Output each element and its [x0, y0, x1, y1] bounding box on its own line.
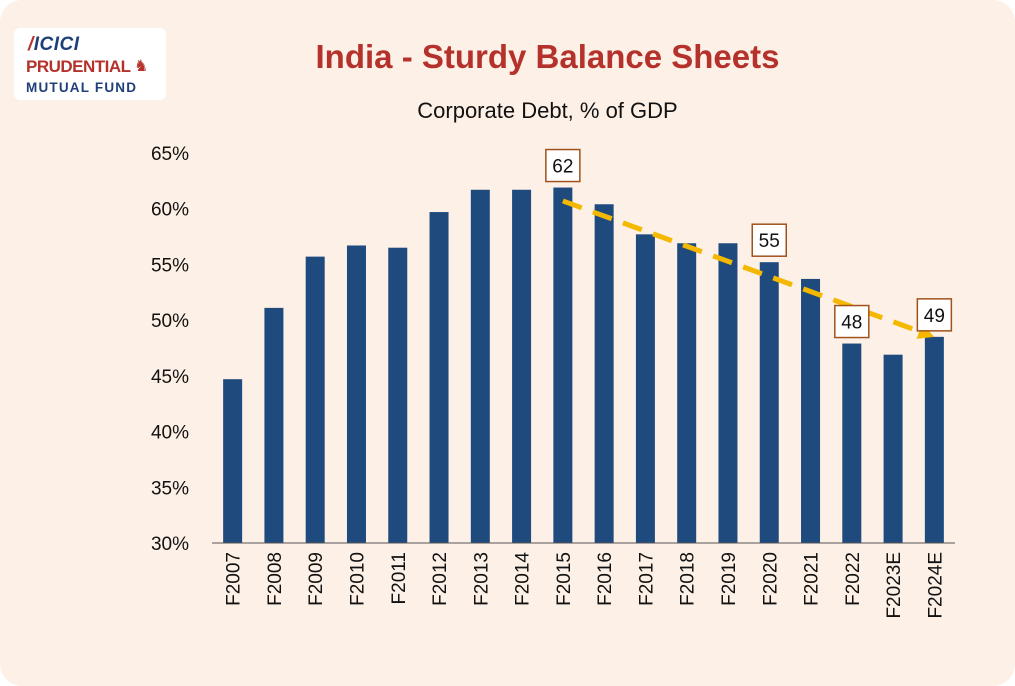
x-tick-label: F2016: [595, 552, 616, 606]
bar-f2009: [305, 256, 325, 543]
y-tick-label: 35%: [151, 478, 189, 499]
bar-f2022: [842, 343, 862, 543]
x-tick-label: F2015: [554, 552, 575, 606]
logo-line-1: /ICICI: [28, 34, 80, 55]
x-tick-label: F2008: [265, 552, 286, 606]
annotation-55: 55: [751, 223, 787, 257]
chart-subtitle: Corporate Debt, % of GDP: [417, 98, 678, 123]
x-tick-label: F2020: [760, 552, 781, 606]
x-tick-label: F2021: [802, 552, 823, 606]
annotation-49: 49: [916, 298, 953, 332]
x-tick-label: F2013: [471, 552, 492, 606]
y-tick-label: 55%: [151, 255, 189, 276]
annotation-value: 55: [759, 231, 780, 252]
x-tick-label: F2019: [719, 552, 740, 606]
bar-f2017: [635, 234, 655, 544]
annotation-box: [751, 223, 787, 257]
bar-f2013: [470, 189, 490, 543]
annotation-48: 48: [834, 304, 870, 339]
annotation-value: 62: [552, 157, 573, 178]
bar-f2023e: [883, 354, 903, 543]
bar-f2010: [346, 245, 366, 543]
x-tick-label: F2014: [513, 552, 534, 606]
x-axis: F2007 F2008 F2009 F2010 F2011 F2012 F2013 F2014…: [212, 542, 955, 619]
chart-title: India - Sturdy Balance Sheets: [315, 38, 780, 75]
y-tick-label: 50%: [151, 311, 189, 332]
x-tick-label: F2012: [430, 552, 451, 606]
logo-line-2: PRUDENTIAL: [26, 57, 131, 76]
x-tick-label: F2018: [678, 552, 699, 606]
bar-f2011: [388, 247, 408, 543]
y-tick-label: 60%: [151, 200, 189, 221]
y-axis: 30% 35% 40% 45% 50% 55% 60% 65%: [151, 144, 189, 555]
annotation-labels: 62 55 48 49: [545, 148, 953, 339]
bar-f2015: [553, 187, 573, 544]
bar-f2024e: [924, 336, 944, 543]
trend-line: [562, 198, 935, 339]
bar-f2016: [594, 204, 614, 543]
annotation-62: 62: [545, 148, 581, 183]
x-tick-label: F2024E: [925, 552, 946, 619]
bar-f2012: [429, 212, 449, 544]
bar-series: [223, 187, 944, 544]
company-logo: /ICICI PRUDENTIAL ♞ MUTUAL FUND: [14, 28, 166, 100]
bar-f2014: [512, 189, 532, 543]
annotation-value: 49: [924, 306, 945, 327]
bar-f2008: [264, 307, 284, 543]
logo-line-3: MUTUAL FUND: [26, 80, 138, 95]
y-tick-label: 30%: [151, 534, 189, 555]
x-tick-label: F2011: [389, 552, 410, 604]
x-tick-label: F2022: [843, 552, 864, 606]
bar-f2007: [223, 379, 243, 543]
y-tick-label: 65%: [151, 144, 189, 165]
lion-icon: ♞: [134, 58, 149, 75]
bar-f2019: [718, 243, 738, 543]
x-tick-label: F2017: [636, 552, 657, 606]
y-tick-label: 45%: [151, 367, 189, 388]
bar-f2018: [677, 243, 697, 543]
annotation-box: [916, 298, 953, 332]
x-tick-label: F2009: [306, 552, 327, 606]
x-tick-label: F2007: [224, 552, 245, 606]
annotation-value: 48: [841, 313, 862, 334]
bar-f2020: [759, 262, 779, 543]
x-tick-label: F2010: [347, 552, 368, 606]
bar-f2021: [801, 278, 821, 543]
y-tick-label: 40%: [151, 423, 189, 444]
annotation-box: [834, 304, 870, 339]
annotation-box: [545, 148, 581, 183]
x-tick-label: F2023E: [884, 552, 905, 619]
